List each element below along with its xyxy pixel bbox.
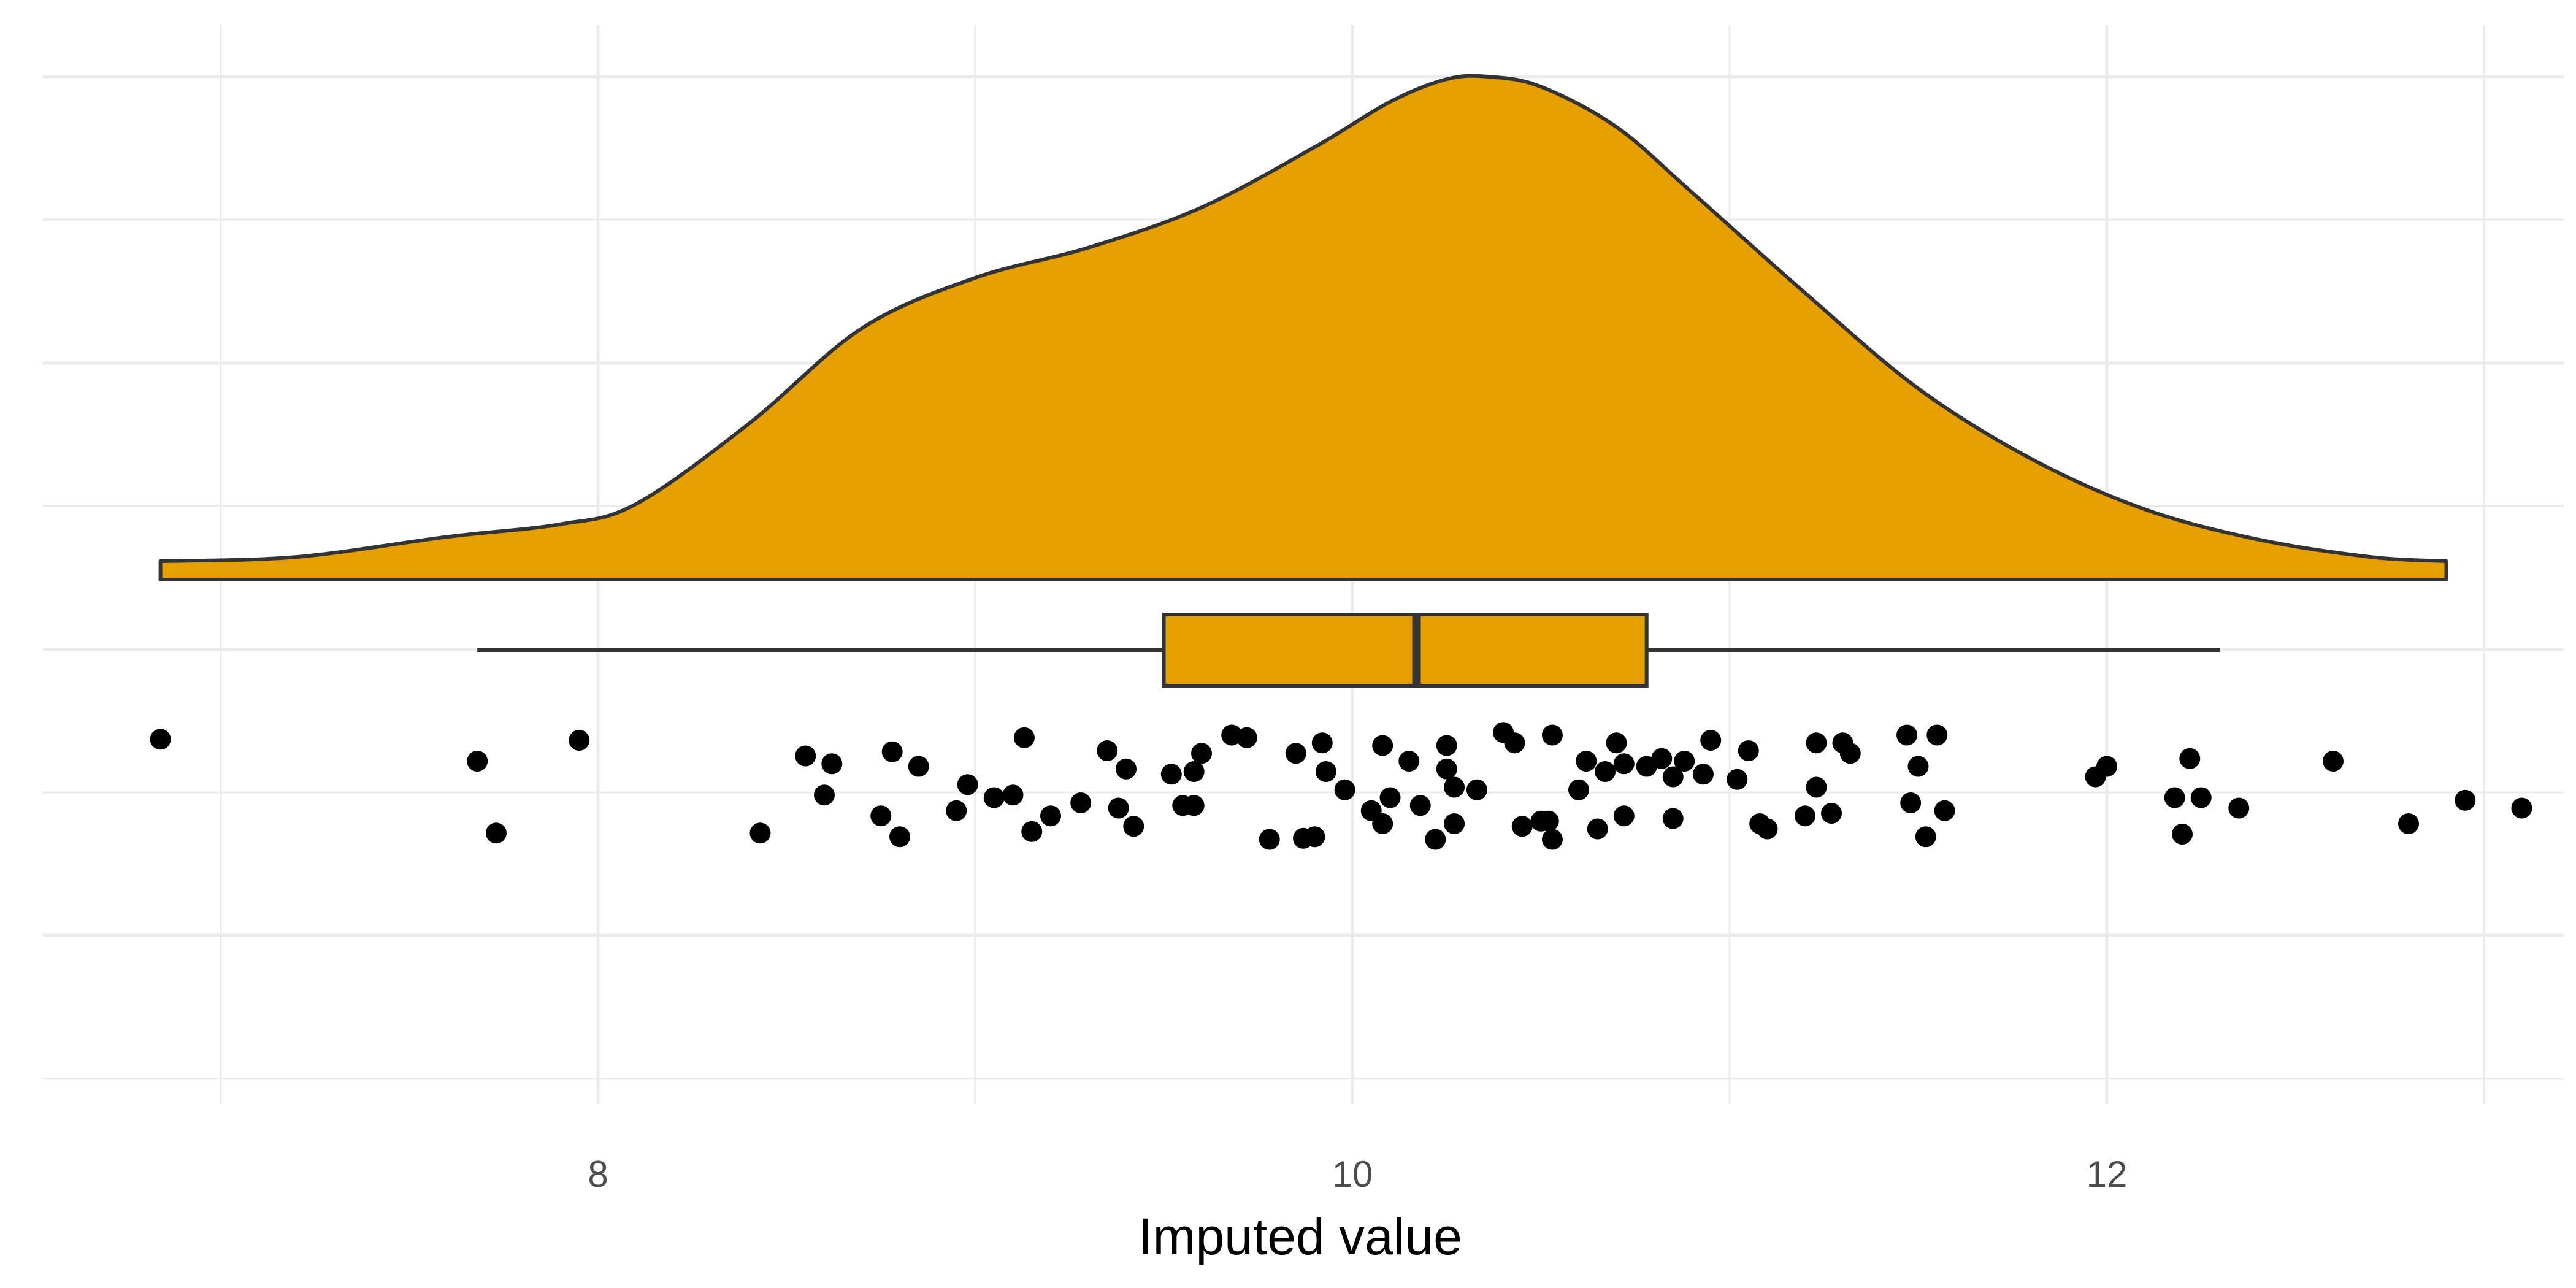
data-point bbox=[2455, 789, 2476, 811]
data-point bbox=[957, 774, 978, 795]
data-point bbox=[1806, 776, 1827, 798]
data-point bbox=[2228, 797, 2250, 819]
data-point bbox=[1116, 758, 1137, 780]
data-point bbox=[1425, 829, 1446, 850]
data-point bbox=[2511, 797, 2532, 819]
data-point bbox=[1576, 751, 1597, 772]
data-point bbox=[1568, 779, 1589, 800]
data-point bbox=[150, 729, 171, 750]
data-point bbox=[1511, 816, 1533, 837]
data-point bbox=[1444, 813, 1465, 834]
data-point bbox=[1040, 805, 1061, 827]
data-point bbox=[1002, 784, 1024, 806]
data-point bbox=[1587, 818, 1608, 840]
data-point bbox=[1821, 803, 1842, 824]
data-point bbox=[1191, 743, 1212, 764]
data-point bbox=[1097, 740, 1118, 761]
data-point bbox=[1727, 769, 1748, 790]
data-point bbox=[1013, 727, 1035, 748]
data-point bbox=[1692, 764, 1714, 785]
data-point bbox=[1757, 818, 1778, 840]
data-point bbox=[1183, 795, 1205, 816]
data-point bbox=[1108, 797, 1129, 819]
density-area bbox=[158, 74, 2448, 581]
data-point bbox=[467, 751, 488, 772]
data-point bbox=[1934, 800, 1955, 821]
data-point bbox=[1372, 813, 1393, 834]
data-point bbox=[1662, 766, 1684, 788]
data-point bbox=[1021, 821, 1043, 842]
data-point bbox=[749, 822, 771, 844]
data-point bbox=[1259, 829, 1280, 850]
data-point bbox=[1907, 756, 1929, 777]
data-point bbox=[1541, 829, 1563, 850]
data-point bbox=[1806, 732, 1827, 754]
data-point bbox=[1304, 826, 1325, 848]
data-point bbox=[1123, 816, 1144, 837]
data-point bbox=[1466, 779, 1487, 800]
rain-points bbox=[150, 722, 2532, 850]
data-point bbox=[1436, 758, 1457, 780]
x-tick-label: 8 bbox=[588, 1154, 608, 1195]
data-point bbox=[1700, 730, 1722, 751]
data-point bbox=[1409, 795, 1431, 816]
data-point bbox=[1372, 735, 1393, 756]
data-point bbox=[2164, 787, 2185, 808]
data-point bbox=[485, 822, 507, 844]
x-tick-label: 10 bbox=[1332, 1154, 1373, 1195]
data-point bbox=[870, 805, 892, 827]
data-point bbox=[2172, 824, 2193, 845]
data-point bbox=[889, 826, 910, 848]
data-point bbox=[1613, 753, 1635, 775]
data-point bbox=[814, 784, 835, 806]
data-point bbox=[1896, 724, 1918, 746]
data-point bbox=[1926, 724, 1948, 746]
data-point bbox=[1160, 764, 1182, 785]
boxplot bbox=[477, 613, 2220, 688]
data-point bbox=[1436, 735, 1457, 756]
data-point bbox=[1795, 805, 1815, 827]
data-point bbox=[946, 800, 967, 821]
data-point bbox=[881, 741, 903, 762]
data-point bbox=[2179, 748, 2201, 769]
data-point bbox=[2096, 756, 2117, 777]
x-tick-label: 12 bbox=[2087, 1154, 2128, 1195]
data-point bbox=[1674, 751, 1695, 772]
data-point bbox=[908, 756, 929, 777]
data-point bbox=[2323, 751, 2344, 772]
data-point bbox=[1334, 779, 1355, 800]
data-point bbox=[2190, 787, 2212, 808]
data-point bbox=[1595, 761, 1616, 782]
data-point bbox=[1538, 810, 1559, 832]
data-point bbox=[569, 730, 590, 751]
data-point bbox=[1738, 740, 1759, 761]
data-point bbox=[1183, 761, 1205, 782]
data-point bbox=[795, 745, 816, 767]
data-point bbox=[1915, 826, 1936, 848]
data-point bbox=[1651, 748, 1673, 769]
boxplot-box bbox=[1162, 613, 1649, 688]
data-point bbox=[1236, 727, 1257, 748]
data-point bbox=[1070, 792, 1092, 813]
data-point bbox=[821, 753, 843, 775]
data-point bbox=[1504, 732, 1525, 754]
data-point bbox=[1839, 743, 1861, 764]
data-point bbox=[1315, 761, 1336, 782]
data-point bbox=[1662, 808, 1684, 829]
data-point bbox=[983, 787, 1005, 808]
data-point bbox=[1900, 792, 1922, 813]
data-point bbox=[1285, 743, 1306, 764]
data-point bbox=[1379, 787, 1401, 808]
data-point bbox=[1541, 724, 1563, 746]
data-point bbox=[1606, 732, 1627, 754]
data-point bbox=[1311, 732, 1333, 754]
data-point bbox=[2398, 813, 2419, 834]
data-point bbox=[1444, 776, 1465, 798]
data-point bbox=[1613, 805, 1635, 827]
data-point bbox=[1398, 751, 1420, 772]
x-tick-labels: 8 10 12 bbox=[588, 1154, 2127, 1195]
x-axis-title: Imputed value bbox=[1138, 1208, 1462, 1265]
